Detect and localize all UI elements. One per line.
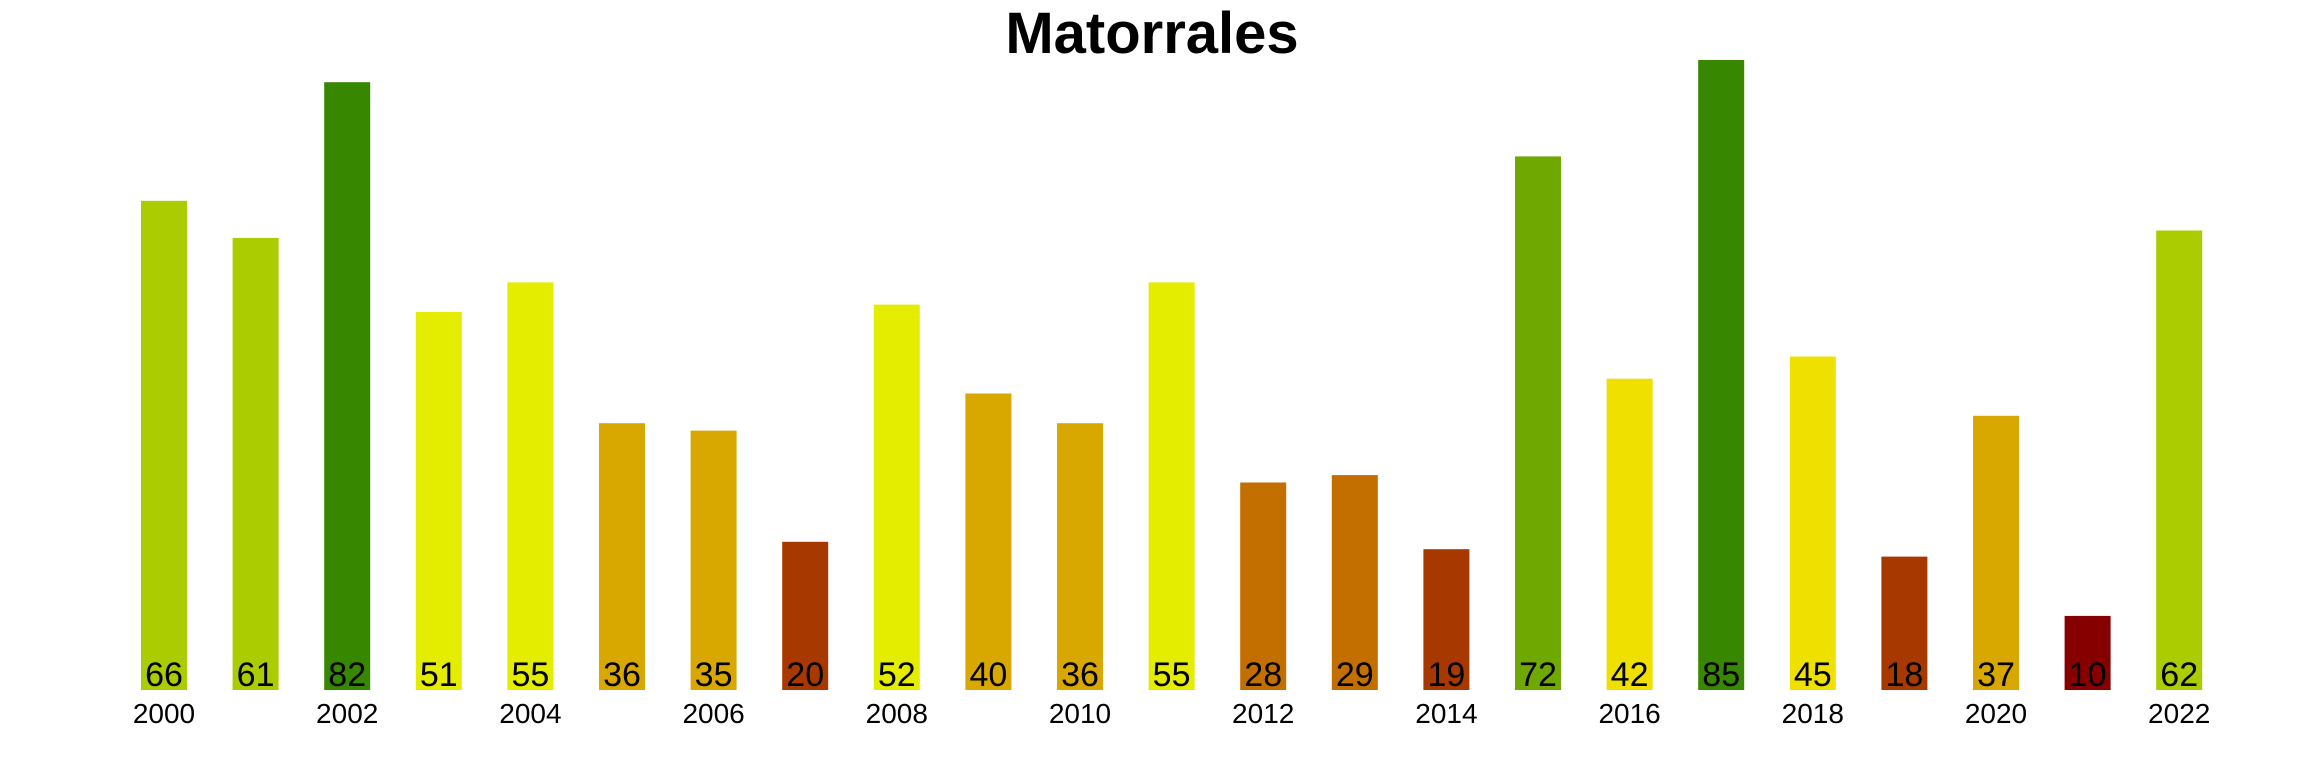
bar-2010 (1057, 423, 1103, 690)
bar-2016 (1606, 378, 1653, 690)
value-label-2008: 52 (878, 656, 916, 694)
bar-2005 (599, 423, 645, 690)
x-tick-label-2016: 2016 (1598, 698, 1660, 729)
value-label-2017: 85 (1702, 656, 1740, 694)
value-label-2015: 72 (1519, 656, 1557, 694)
value-label-2005: 36 (603, 656, 641, 694)
bar-2006 (690, 430, 737, 690)
x-tick-label-2012: 2012 (1232, 698, 1294, 729)
value-label-2020: 37 (1977, 656, 2015, 694)
value-label-2013: 29 (1336, 656, 1374, 694)
value-label-2001: 61 (237, 656, 275, 694)
value-label-2010: 36 (1061, 656, 1099, 694)
bar-2022 (2156, 230, 2203, 690)
bar-2019 (1881, 556, 1928, 690)
bar-2007 (782, 541, 829, 690)
x-axis-tick-labels: 2000 2002 2004 2006 2008 2010 2012 2014 2016 2018… (133, 698, 2210, 729)
x-tick-label-2022: 2022 (2148, 698, 2210, 729)
x-tick-label-2008: 2008 (866, 698, 928, 729)
bar-2009 (965, 393, 1012, 690)
bars-layer (141, 60, 2203, 691)
bar-2003 (415, 312, 462, 690)
value-label-2014: 19 (1427, 656, 1465, 694)
x-tick-label-2004: 2004 (499, 698, 561, 729)
bar-2018 (1789, 356, 1836, 690)
x-tick-label-2018: 2018 (1782, 698, 1844, 729)
bar-2015 (1515, 156, 1561, 690)
bar-2004 (507, 282, 554, 690)
value-labels-layer: 66 61 82 51 55 36 35 20 52 40 36 55 28 29 19 72 42 85 45 18… (145, 656, 2198, 694)
chart-title: Matorrales (1005, 1, 1299, 66)
bar-2013 (1331, 475, 1378, 690)
bar-2011 (1148, 282, 1195, 690)
value-label-2006: 35 (695, 656, 733, 694)
x-tick-label-2010: 2010 (1049, 698, 1111, 729)
value-label-2016: 42 (1611, 656, 1649, 694)
bar-2021 (2064, 615, 2111, 690)
bar-2014 (1423, 549, 1470, 690)
x-tick-label-2020: 2020 (1965, 698, 2027, 729)
x-tick-label-2006: 2006 (682, 698, 744, 729)
x-tick-label-2014: 2014 (1415, 698, 1477, 729)
bar-2002 (324, 82, 371, 690)
value-label-2019: 18 (1885, 656, 1923, 694)
value-label-2022: 62 (2160, 656, 2198, 694)
value-label-2002: 82 (328, 656, 366, 694)
bar-2008 (873, 304, 920, 690)
value-label-2004: 55 (511, 656, 549, 694)
x-tick-label-2000: 2000 (133, 698, 195, 729)
bar-2020 (1973, 415, 2019, 690)
value-label-2018: 45 (1794, 656, 1832, 694)
value-label-2011: 55 (1153, 656, 1191, 694)
value-label-2009: 40 (969, 656, 1007, 694)
bar-2017 (1698, 60, 1745, 690)
value-label-2003: 51 (420, 656, 458, 694)
x-tick-label-2002: 2002 (316, 698, 378, 729)
value-label-2012: 28 (1244, 656, 1282, 694)
bar-2012 (1240, 482, 1287, 690)
bar-2001 (232, 237, 279, 690)
value-label-2000: 66 (145, 656, 183, 694)
value-label-2021: 10 (2069, 656, 2107, 694)
bar-2000 (141, 200, 187, 691)
value-label-2007: 20 (786, 656, 824, 694)
